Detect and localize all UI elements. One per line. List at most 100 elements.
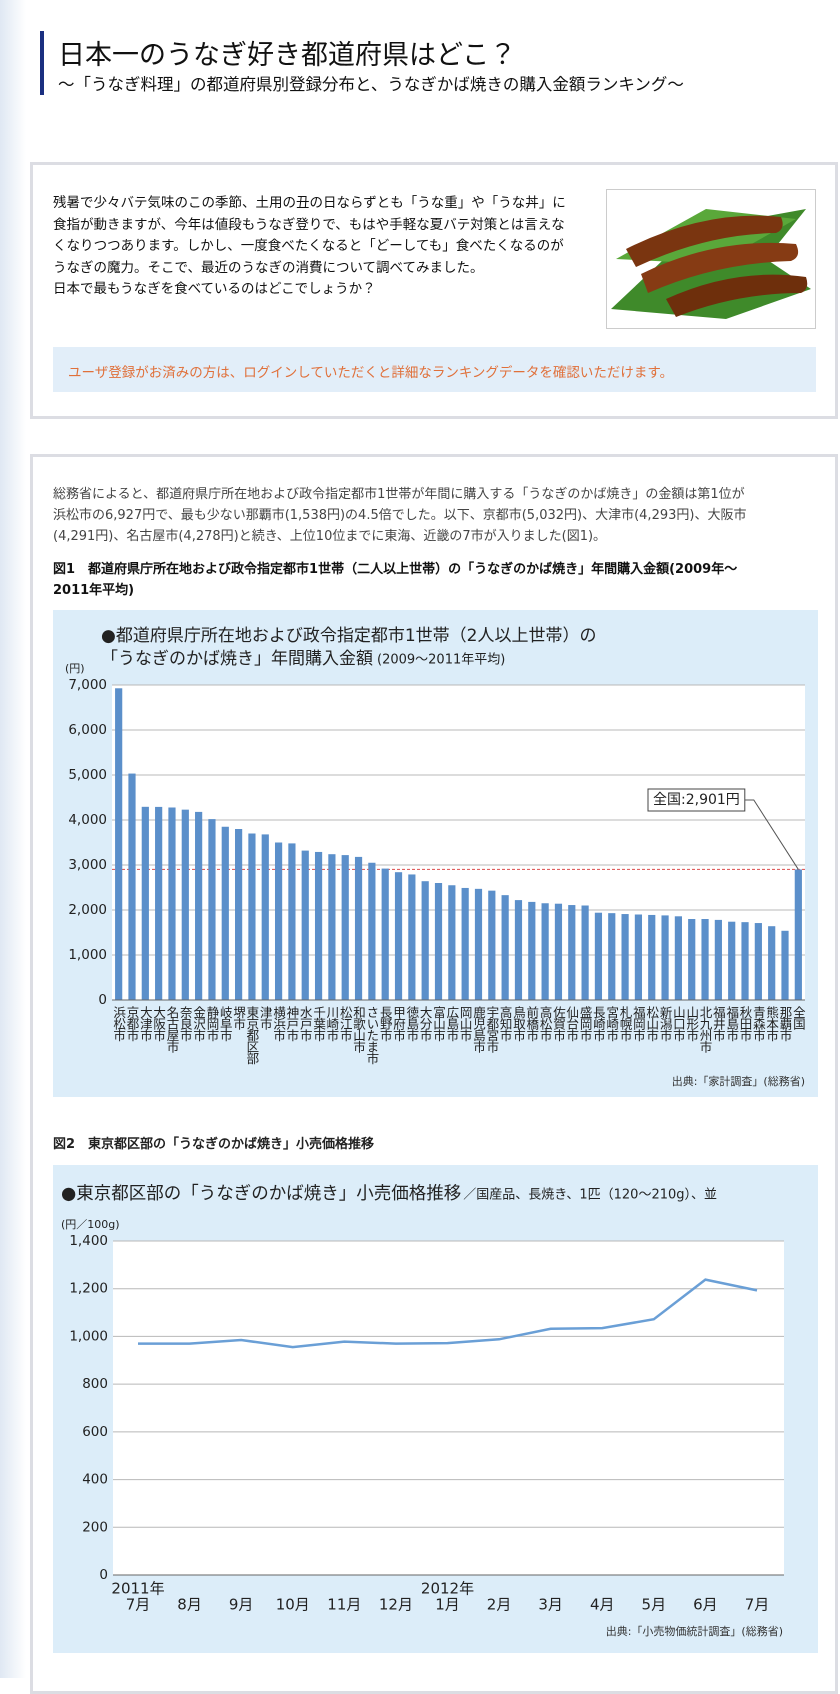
- bar: [221, 826, 229, 1000]
- bar: [248, 833, 256, 1000]
- chart-subtitle: ／国産品、長焼き、1匹（120～210g）、並: [463, 1188, 717, 1203]
- x-tick-label: 青森市: [751, 1006, 766, 1041]
- x-tick-label: 前橋市: [524, 1005, 539, 1041]
- eel-photo: [606, 189, 816, 329]
- x-tick-label: 札幌市: [618, 1006, 633, 1041]
- x-tick-label: 10月: [276, 1596, 310, 1614]
- x-tick-label: 秋田市: [738, 1006, 753, 1041]
- bar: [781, 930, 789, 1000]
- x-tick-label: 福岡市: [631, 1005, 646, 1041]
- bar: [208, 819, 216, 1000]
- x-tick-label: 神戸市: [284, 1005, 299, 1041]
- text-line: 浜松市の6,927円で、最も少ない那覇市(1,538円)の4.5倍でした。以下、…: [53, 508, 747, 523]
- annotation-leader: [744, 799, 799, 870]
- y-tick-label: 1,000: [69, 1328, 108, 1344]
- side-strip: [0, 0, 26, 1678]
- x-tick-label: 山形市: [684, 1006, 699, 1041]
- bar: [794, 869, 802, 1000]
- bar: [501, 895, 509, 1000]
- bar: [754, 923, 762, 1000]
- bar: [768, 926, 776, 1000]
- y-tick-label: 1,000: [68, 947, 107, 963]
- bar: [434, 883, 443, 1000]
- x-tick-label: 堺市: [231, 1006, 246, 1030]
- y-tick-label: 200: [82, 1519, 108, 1535]
- y-tick-label: 5,000: [68, 767, 107, 783]
- bar: [341, 855, 349, 1000]
- bar: [288, 843, 296, 1000]
- source: 出典:「家計調査」(総務省): [672, 1074, 805, 1088]
- x-tick-label: 富山市: [431, 1005, 446, 1041]
- annotation: 全国:2,901円: [653, 792, 740, 808]
- text-line: 残暑で少々バテ気味のこの季節、土用の丑の日ならずとも「うな重」や「うな丼」に: [53, 195, 566, 211]
- y-tick-label: 400: [82, 1472, 108, 1488]
- x-tick-label: 熊本市: [764, 1006, 779, 1041]
- bar: [235, 829, 243, 1000]
- chart-subtitle: (2009～2011年平均): [377, 653, 505, 668]
- x-tick-label: 9月: [229, 1596, 254, 1614]
- bar: [634, 914, 643, 1000]
- x-tick-label: 8月: [177, 1596, 202, 1614]
- x-tick-label: 東京都区部: [244, 1006, 259, 1064]
- x-tick-label: 新潟市: [658, 1006, 673, 1041]
- x-tick-label: 鹿児島市: [471, 1006, 486, 1053]
- bar: [448, 885, 456, 1000]
- bar: [368, 862, 376, 1000]
- bar: [314, 851, 323, 1000]
- x-tick-label: 7月: [745, 1596, 770, 1614]
- x-tick-label: 大津市: [138, 1006, 153, 1041]
- text-line: (4,291円)、名古屋市(4,278円)と続き、上位10位までに東海、近畿の7…: [53, 529, 607, 544]
- bar: [195, 811, 203, 1000]
- page-title: 日本一のうなぎ好き都道府県はどこ？: [58, 40, 517, 71]
- x-tick-label: 和歌山市: [351, 1006, 366, 1053]
- text-line: 日本で最もうなぎを食べているのはどこでしょうか？: [53, 281, 376, 297]
- bar: [115, 688, 123, 1000]
- plot-area: [112, 685, 805, 1000]
- bar-chart: ●都道府県庁所在地および政令指定都市1世帯（2人以上世帯）の「うなぎのかば焼き」…: [53, 610, 818, 1097]
- x-tick-label: 福島市: [724, 1005, 739, 1041]
- bar: [528, 901, 536, 1000]
- bar: [594, 912, 603, 1000]
- bar: [541, 903, 549, 1000]
- y-tick-label: 4,000: [68, 812, 107, 828]
- line-chart: ●東京都区部の「うなぎのかば焼き」小売価格推移 ／国産品、長焼き、1匹（120～2…: [53, 1165, 818, 1653]
- text-line: 図1 都道府県庁所在地および政令指定都市1世帯（二人以上世帯）の「うなぎのかば焼…: [53, 562, 738, 577]
- bar: [621, 914, 629, 1000]
- text-line: くなりつつあります。しかし、一度食べたくなると「どーしても」食べたくなるのが: [53, 238, 564, 254]
- y-tick-label: 2,000: [68, 902, 107, 918]
- plot-area: [113, 1241, 784, 1575]
- y-tick-label: 1,400: [69, 1233, 108, 1249]
- text-line: うなぎの魔力。そこで、最近のうなぎの消費について調べてみました。: [53, 259, 484, 276]
- eel: [626, 215, 783, 267]
- x-tick-label: 岡山市: [458, 1006, 473, 1041]
- login-notice[interactable]: ユーザ登録がお済みの方は、ログインしていただくと詳細なランキングデータを確認いた…: [68, 365, 674, 381]
- x-tick-label: 浜松市: [111, 1006, 126, 1041]
- bar: [474, 888, 483, 1000]
- bar: [274, 842, 283, 1000]
- x-tick-label: 水戸市: [298, 1006, 313, 1041]
- y-tick-label: 3,000: [68, 857, 107, 873]
- bar: [581, 905, 589, 1000]
- x-tick-label: 名古屋市: [164, 1005, 179, 1053]
- x-tick-label: 川崎市: [324, 1006, 339, 1041]
- text-line: 総務省によると、都道府県庁所在地および政令指定都市1世帯が年間に購入する「うなぎ…: [53, 487, 745, 502]
- chart-title: ●東京都区部の「うなぎのかば焼き」小売価格推移: [61, 1184, 461, 1204]
- bar: [301, 850, 309, 1000]
- bar: [394, 872, 403, 1000]
- x-tick-label: 横浜市: [271, 1006, 286, 1041]
- y-tick-label: 0: [98, 992, 107, 1008]
- x-tick-label: 7月: [126, 1596, 151, 1614]
- x-tick-label: 2月: [487, 1596, 512, 1614]
- x-tick-label: 千葉市: [311, 1006, 326, 1041]
- bar: [714, 919, 722, 1000]
- eel: [641, 242, 799, 293]
- x-tick-label: 全国: [791, 1006, 806, 1030]
- chart-title: 「うなぎのかば焼き」年間購入金額: [101, 649, 373, 669]
- bar: [514, 900, 523, 1000]
- y-tick-label: 1,200: [69, 1281, 108, 1297]
- y-axis-label: (円／100g): [61, 1218, 120, 1231]
- y-tick-label: 600: [82, 1424, 108, 1440]
- bar: [488, 890, 496, 1000]
